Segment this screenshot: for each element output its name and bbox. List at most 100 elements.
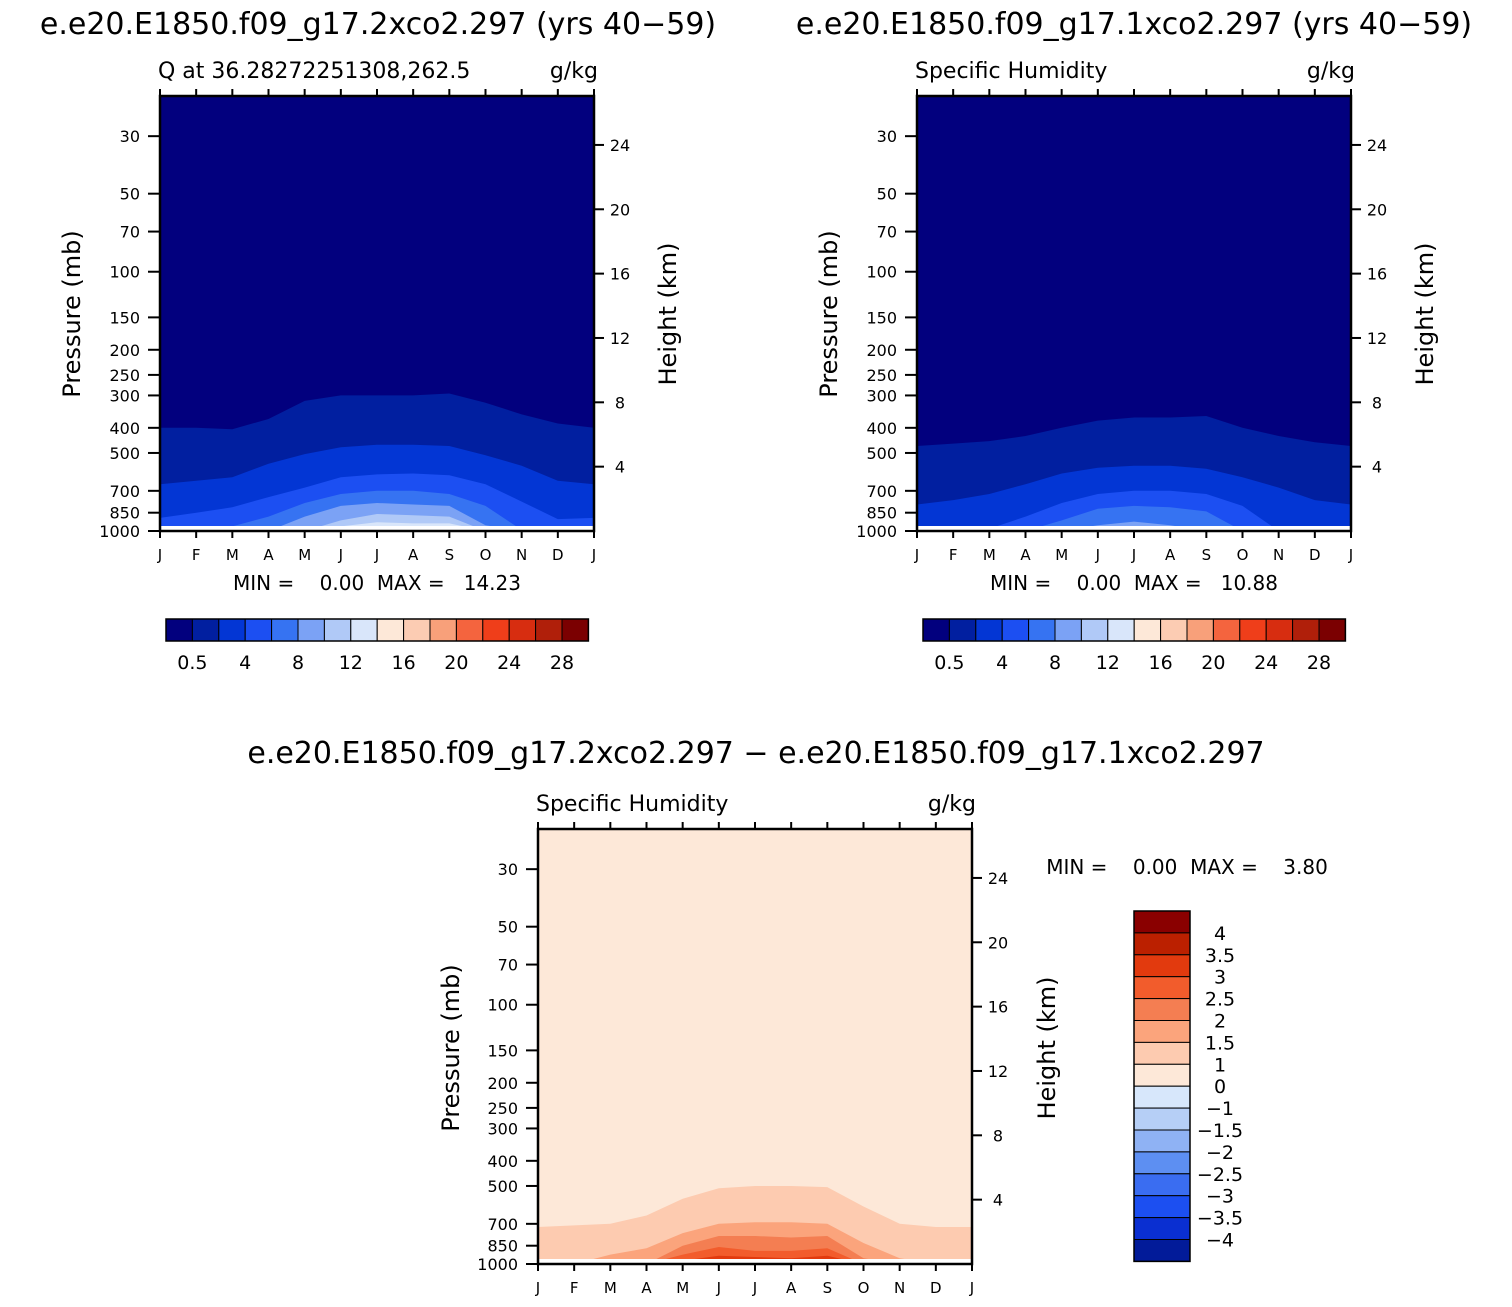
right-x-tick-label: O (1237, 546, 1249, 564)
right-y-tick-label: 850 (866, 504, 897, 523)
diff-colorbar-swatch (1133, 1020, 1191, 1043)
right-colorbar-label: 28 (1307, 652, 1331, 674)
left-colorbar-swatch (535, 618, 563, 642)
left-y-tick-label: 1000 (99, 522, 140, 541)
right-x-tick-label: S (1202, 546, 1212, 564)
right-contour-level-4 (917, 505, 1351, 531)
right-y-tick-label: 100 (866, 263, 897, 282)
right-height-tick-label: 12 (1367, 329, 1387, 348)
right-x-tick-label: A (1165, 546, 1176, 564)
left-figure-title: e.e20.E1850.f09_g17.2xco2.297 (yrs 40−59… (40, 7, 716, 42)
left-x-tick-label: A (408, 546, 419, 564)
diff-colorbar-swatch (1133, 1129, 1191, 1153)
diff-height-tick-label: 12 (988, 1062, 1008, 1081)
diff-colorbar-swatch (1133, 976, 1191, 1000)
diff-colorbar-swatch (1133, 1085, 1191, 1109)
left-colorbar-swatch (271, 618, 299, 642)
right-y-tick-label: 70 (877, 223, 897, 242)
diff-x-tick-label: J (752, 1279, 757, 1297)
diff-ylabel: Pressure (mb) (437, 964, 465, 1131)
right-height-tick-label: 8 (1372, 393, 1382, 412)
diff-colorbar-swatch (1133, 1063, 1191, 1087)
left-colorbar-swatch (218, 618, 246, 642)
left-chart: e.e20.E1850.f09_g17.2xco2.297 (yrs 40−59… (40, 7, 716, 674)
left-x-tick-label: M (226, 546, 239, 564)
left-colorbar-swatch (455, 618, 484, 642)
diff-x-tick-label: D (930, 1279, 942, 1297)
right-figure-title: e.e20.E1850.f09_g17.1xco2.297 (yrs 40−59… (796, 7, 1472, 42)
diff-y-tick-label: 300 (487, 1119, 518, 1138)
diff-height-tick-label: 16 (988, 998, 1008, 1017)
diff-y-tick-label: 150 (487, 1041, 518, 1060)
right-ylabel-right: Height (km) (1411, 243, 1439, 386)
diff-x-tick-label: M (604, 1279, 617, 1297)
diff-x-tick-label: J (535, 1279, 540, 1297)
right-colorbar-label: 8 (1049, 652, 1061, 674)
left-x-tick-label: M (298, 546, 311, 564)
right-y-tick-label: 250 (866, 366, 897, 385)
right-y-tick-label: 30 (877, 127, 897, 146)
left-height-tick-label: 12 (610, 329, 630, 348)
diff-figure-title: e.e20.E1850.f09_g17.2xco2.297 − e.e20.E1… (247, 736, 1264, 771)
left-colorbar-label: 16 (392, 652, 416, 674)
left-y-tick-label: 250 (109, 366, 140, 385)
left-colorbar-swatch (403, 618, 431, 642)
diff-y-tick-label: 200 (487, 1074, 518, 1093)
left-colorbar-label: 24 (497, 652, 521, 674)
left-colorbar-swatch (244, 618, 273, 642)
diff-colorbar-label: −4 (1206, 1230, 1234, 1252)
diff-colorbar-label: 1.5 (1205, 1032, 1235, 1054)
right-x-tick-label: M (1055, 546, 1068, 564)
diff-colorbar-swatch (1133, 1041, 1191, 1065)
left-colorbar-swatch (165, 618, 193, 642)
left-y-tick-label: 30 (120, 127, 140, 146)
left-colorbar-swatch (508, 618, 537, 642)
left-colorbar-swatch (323, 618, 352, 642)
diff-y-tick-label: 100 (487, 996, 518, 1015)
diff-colorbar-label: 1 (1214, 1054, 1226, 1076)
left-ylabel-right: Height (km) (654, 243, 682, 386)
diff-x-tick-label: F (570, 1279, 579, 1297)
diff-height-tick-label: 8 (993, 1126, 1003, 1145)
left-height-tick-label: 20 (610, 200, 630, 219)
diff-y-tick-label: 850 (487, 1237, 518, 1256)
diff-x-tick-label: A (641, 1279, 652, 1297)
diff-colorbar-swatch (1133, 998, 1191, 1021)
right-height-tick-label: 16 (1367, 265, 1387, 284)
left-colorbar-label: 0.5 (177, 652, 207, 674)
right-y-tick-label: 1000 (856, 522, 897, 541)
right-colorbar-label: 24 (1254, 652, 1278, 674)
left-y-tick-label: 150 (109, 308, 140, 327)
diff-y-tick-label: 700 (487, 1215, 518, 1234)
left-y-tick-label: 200 (109, 341, 140, 360)
right-x-tick-label: N (1273, 546, 1284, 564)
diff-colorbar-label: 0 (1214, 1076, 1226, 1098)
diff-y-tick-label: 250 (487, 1099, 518, 1118)
right-colorbar-swatch (1080, 618, 1109, 642)
right-y-tick-label: 200 (866, 341, 897, 360)
right-colorbar-swatch (1160, 618, 1188, 642)
right-colorbar-swatch (1318, 618, 1346, 642)
right-colorbar-label: 16 (1149, 652, 1173, 674)
left-y-tick-label: 850 (109, 504, 140, 523)
right-subtitle: Specific Humidity (915, 59, 1107, 84)
right-y-tick-label: 50 (877, 185, 897, 204)
left-colorbar-label: 12 (339, 652, 363, 674)
right-colorbar-frame (922, 618, 1347, 642)
diff-x-tick-label: N (894, 1279, 905, 1297)
diff-ylabel-right: Height (km) (1033, 977, 1061, 1120)
diff-chart: e.e20.E1850.f09_g17.2xco2.297 − e.e20.E1… (247, 736, 1327, 1297)
left-stats: MIN = 0.00 MAX = 14.23 (233, 571, 521, 595)
right-colorbar-label: 4 (996, 652, 1008, 674)
diff-x-tick-label: A (786, 1279, 797, 1297)
right-colorbar-swatch (1212, 618, 1241, 642)
right-units: g/kg (1307, 59, 1355, 84)
diff-colorbar-frame (1133, 910, 1191, 1263)
left-y-tick-label: 100 (109, 263, 140, 282)
right-y-tick-label: 400 (866, 419, 897, 438)
right-colorbar-swatch (1028, 618, 1056, 642)
left-y-tick-label: 300 (109, 386, 140, 405)
left-height-tick-label: 24 (610, 136, 630, 155)
diff-height-tick-label: 4 (993, 1191, 1003, 1210)
